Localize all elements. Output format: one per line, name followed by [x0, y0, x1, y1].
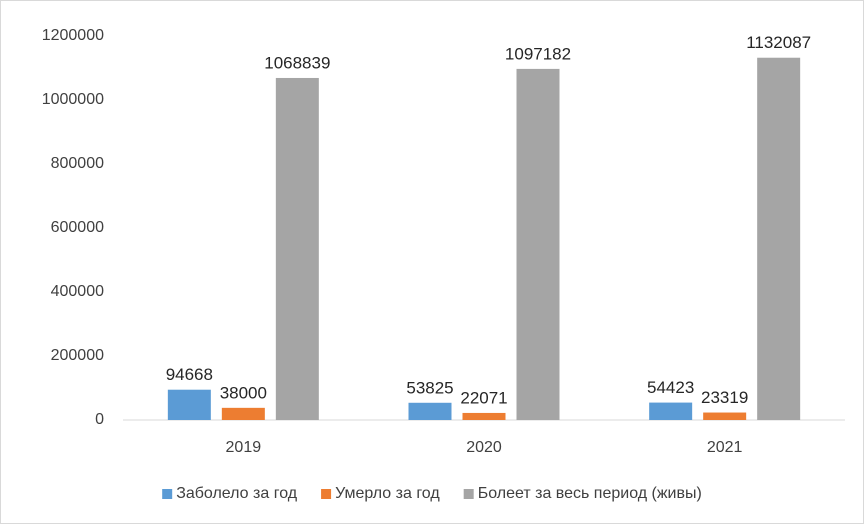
data-label: 22071: [460, 388, 507, 407]
bar: [516, 68, 560, 420]
legend-label: Заболело за год: [176, 485, 298, 502]
x-tick-label: 2019: [226, 439, 262, 456]
data-label: 94668: [166, 365, 213, 384]
y-tick-label: 600000: [51, 219, 104, 236]
x-tick-label: 2021: [707, 439, 743, 456]
bar: [275, 77, 319, 420]
bar: [408, 402, 452, 420]
legend-label: Болеет за весь период (живы): [478, 485, 702, 502]
bar: [757, 57, 801, 421]
bar: [221, 407, 265, 420]
y-tick-label: 800000: [51, 155, 104, 172]
data-label: 53825: [406, 378, 453, 397]
legend-label: Умерло за год: [335, 485, 440, 502]
y-tick-label: 1200000: [42, 27, 104, 44]
data-label: 1068839: [264, 53, 330, 72]
bar: [703, 412, 747, 420]
data-label: 23319: [701, 388, 748, 407]
x-tick-label: 2020: [466, 439, 502, 456]
y-tick-label: 0: [95, 411, 104, 428]
data-label: 54423: [647, 378, 694, 397]
y-tick-label: 200000: [51, 347, 104, 364]
data-label: 38000: [220, 383, 267, 402]
data-label: 1097182: [505, 44, 571, 63]
legend-swatch: [162, 489, 173, 499]
data-label: 1132087: [746, 33, 811, 52]
bar: [167, 389, 211, 420]
legend-swatch: [463, 489, 474, 499]
legend-swatch: [321, 489, 332, 499]
y-tick-label: 400000: [51, 283, 104, 300]
bar: [462, 412, 506, 420]
y-tick-label: 1000000: [42, 91, 104, 108]
bar: [649, 402, 693, 420]
